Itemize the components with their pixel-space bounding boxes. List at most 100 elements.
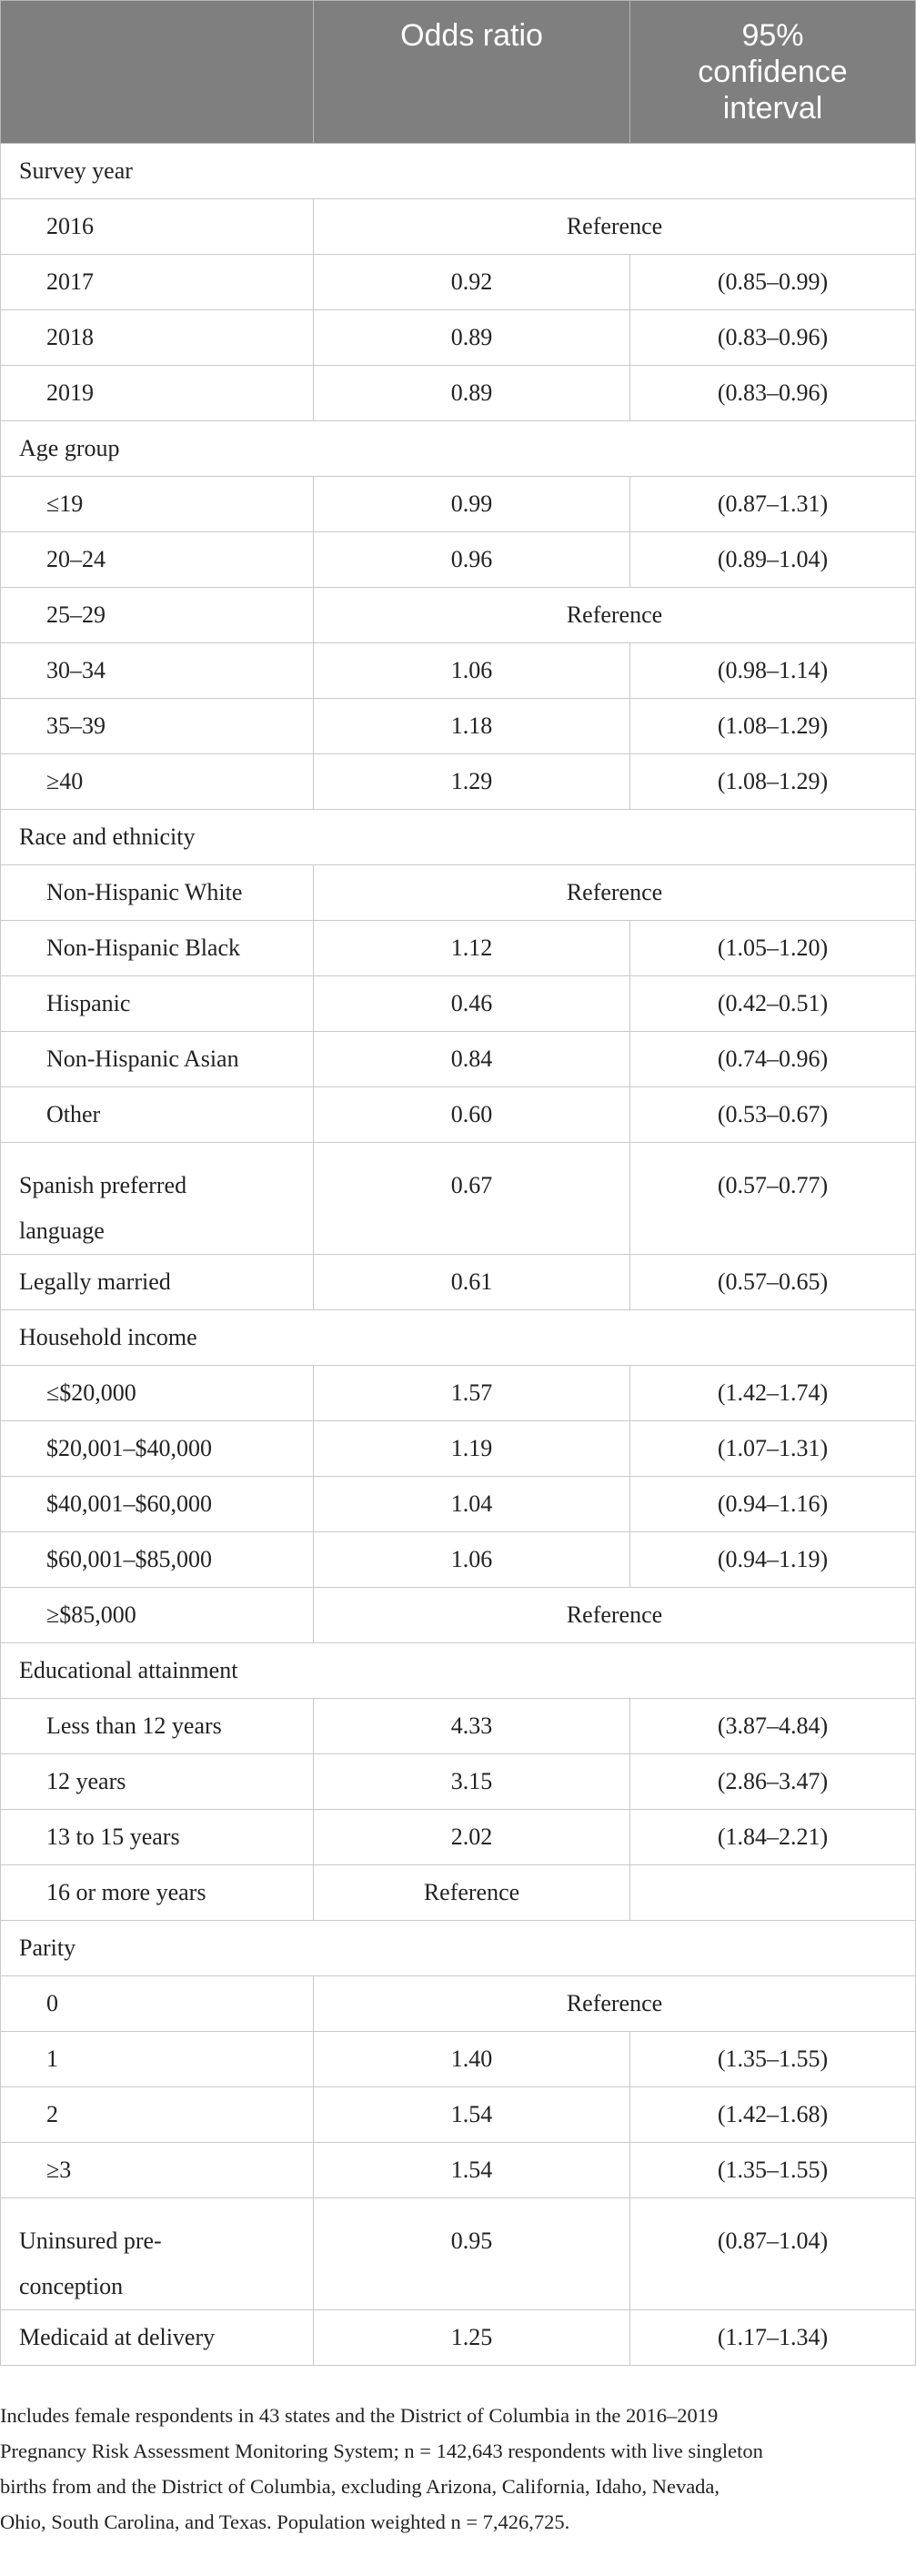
odds-ratio-cell: 1.57 xyxy=(313,1365,630,1421)
confidence-interval-cell: (0.83–0.96) xyxy=(629,309,916,366)
table-row: 12 years 3.15 (2.86–3.47) xyxy=(0,1753,916,1810)
odds-ratio-cell: 2.02 xyxy=(313,1809,630,1865)
confidence-interval-cell: (0.87–1.31) xyxy=(629,476,916,532)
row-label-line: language xyxy=(19,1217,105,1244)
odds-ratio-cell: 1.12 xyxy=(313,920,630,976)
odds-ratio-cell: 1.54 xyxy=(313,2086,630,2143)
row-label-line: Uninsured pre- xyxy=(19,2227,162,2254)
section-row: Age group xyxy=(0,420,916,477)
odds-ratio-table: Odds ratio 95% confidence interval Surve… xyxy=(0,0,916,2366)
confidence-interval-cell: (1.08–1.29) xyxy=(629,698,916,754)
row-label: Non-Hispanic Asian xyxy=(0,1031,314,1087)
section-label: Educational attainment xyxy=(0,1642,916,1699)
section-row: Educational attainment xyxy=(0,1642,916,1699)
row-label: Hispanic xyxy=(0,975,314,1032)
section-row: Race and ethnicity xyxy=(0,809,916,865)
reference-row: Non-Hispanic White Reference xyxy=(0,864,916,921)
odds-ratio-cell: 1.06 xyxy=(313,1531,630,1588)
reference-cell: Reference xyxy=(313,864,916,921)
table-header-row: Odds ratio 95% confidence interval xyxy=(0,0,916,144)
confidence-interval-cell: (0.57–0.65) xyxy=(629,1254,916,1310)
section-row: Household income xyxy=(0,1309,916,1366)
confidence-interval-cell: (0.74–0.96) xyxy=(629,1031,916,1087)
odds-ratio-cell: 1.29 xyxy=(313,753,630,810)
row-label: $60,001–$85,000 xyxy=(0,1531,314,1588)
row-label: 2019 xyxy=(0,365,314,421)
table-row: 35–39 1.18 (1.08–1.29) xyxy=(0,698,916,754)
row-label: 25–29 xyxy=(0,587,314,643)
odds-ratio-cell: 0.84 xyxy=(313,1031,630,1087)
row-label-line: Spanish preferred xyxy=(19,1172,187,1198)
row-label: 1 xyxy=(0,2031,314,2087)
row-label: 16 or more years xyxy=(0,1864,314,1921)
row-label: Non-Hispanic Black xyxy=(0,920,314,976)
row-label: 2018 xyxy=(0,309,314,366)
odds-ratio-cell: 1.54 xyxy=(313,2142,630,2198)
reference-row: ≥$85,000 Reference xyxy=(0,1587,916,1643)
reference-cell: Reference xyxy=(313,587,916,643)
odds-ratio-cell: Reference xyxy=(313,1864,630,1921)
row-label: Spanish preferred language xyxy=(0,1142,314,1255)
section-label: Race and ethnicity xyxy=(0,809,916,865)
row-label: Uninsured pre-conception xyxy=(0,2197,314,2310)
row-label-line: conception xyxy=(19,2273,124,2299)
table-row: 16 or more years Reference xyxy=(0,1864,916,1921)
table-row: 20–24 0.96 (0.89–1.04) xyxy=(0,531,916,588)
section-row: Parity xyxy=(0,1920,916,1976)
row-label: 35–39 xyxy=(0,698,314,754)
table-row: Spanish preferred language 0.67 (0.57–0.77) xyxy=(0,1142,916,1255)
row-label: ≤19 xyxy=(0,476,314,532)
row-label: 2 xyxy=(0,2086,314,2143)
row-label: 2017 xyxy=(0,254,314,310)
table-row: ≤$20,000 1.57 (1.42–1.74) xyxy=(0,1365,916,1421)
confidence-interval-cell: (1.42–1.74) xyxy=(629,1365,916,1421)
table-row: ≥3 1.54 (1.35–1.55) xyxy=(0,2142,916,2198)
odds-ratio-cell: 0.89 xyxy=(313,309,630,366)
table-footnote: Includes female respondents in 43 states… xyxy=(0,2404,763,2533)
reference-cell: Reference xyxy=(313,1975,916,2032)
table-row: $20,001–$40,000 1.19 (1.07–1.31) xyxy=(0,1420,916,1477)
table-row: ≤19 0.99 (0.87–1.31) xyxy=(0,476,916,532)
reference-cell: Reference xyxy=(313,1587,916,1643)
table-row: 30–34 1.06 (0.98–1.14) xyxy=(0,642,916,699)
table-row: Legally married 0.61 (0.57–0.65) xyxy=(0,1254,916,1310)
row-label: 12 years xyxy=(0,1753,314,1810)
confidence-interval-cell: (0.57–0.77) xyxy=(629,1142,916,1255)
row-label: 30–34 xyxy=(0,642,314,699)
table-body: Survey year 2016 Reference 2017 0.92 (0.85–0.… xyxy=(0,143,916,2366)
confidence-interval-cell: (0.94–1.19) xyxy=(629,1531,916,1588)
odds-ratio-cell: 0.92 xyxy=(313,254,630,310)
odds-ratio-cell: 3.15 xyxy=(313,1753,630,1810)
confidence-interval-cell: (0.83–0.96) xyxy=(629,365,916,421)
table-row: 2018 0.89 (0.83–0.96) xyxy=(0,309,916,366)
odds-ratio-cell: 1.18 xyxy=(313,698,630,754)
table-row: Other 0.60 (0.53–0.67) xyxy=(0,1086,916,1143)
confidence-interval-cell: (1.17–1.34) xyxy=(629,2309,916,2366)
section-label: Age group xyxy=(0,420,916,477)
table-row: 2 1.54 (1.42–1.68) xyxy=(0,2086,916,2143)
table-row: Hispanic 0.46 (0.42–0.51) xyxy=(0,975,916,1032)
confidence-interval-cell xyxy=(629,1864,916,1921)
odds-ratio-cell: 0.61 xyxy=(313,1254,630,1310)
row-label: $20,001–$40,000 xyxy=(0,1420,314,1477)
confidence-interval-cell: (0.89–1.04) xyxy=(629,531,916,588)
confidence-interval-cell: (1.07–1.31) xyxy=(629,1420,916,1477)
row-label: Medicaid at delivery xyxy=(0,2309,314,2366)
header-odds-ratio: Odds ratio xyxy=(313,0,630,144)
confidence-interval-cell: (1.84–2.21) xyxy=(629,1809,916,1865)
table-row: 2017 0.92 (0.85–0.99) xyxy=(0,254,916,310)
section-label: Parity xyxy=(0,1920,916,1976)
confidence-interval-cell: (1.42–1.68) xyxy=(629,2086,916,2143)
table-row: Non-Hispanic Asian 0.84 (0.74–0.96) xyxy=(0,1031,916,1087)
table-row: Less than 12 years 4.33 (3.87–4.84) xyxy=(0,1698,916,1754)
row-label: ≥3 xyxy=(0,2142,314,2198)
odds-ratio-cell: 1.04 xyxy=(313,1476,630,1532)
row-label: Non-Hispanic White xyxy=(0,864,314,921)
row-label: $40,001–$60,000 xyxy=(0,1476,314,1532)
reference-cell: Reference xyxy=(313,198,916,255)
odds-ratio-cell: 1.40 xyxy=(313,2031,630,2087)
row-label: ≥40 xyxy=(0,753,314,810)
section-label: Household income xyxy=(0,1309,916,1366)
confidence-interval-cell: (1.35–1.55) xyxy=(629,2031,916,2087)
confidence-interval-cell: (3.87–4.84) xyxy=(629,1698,916,1754)
